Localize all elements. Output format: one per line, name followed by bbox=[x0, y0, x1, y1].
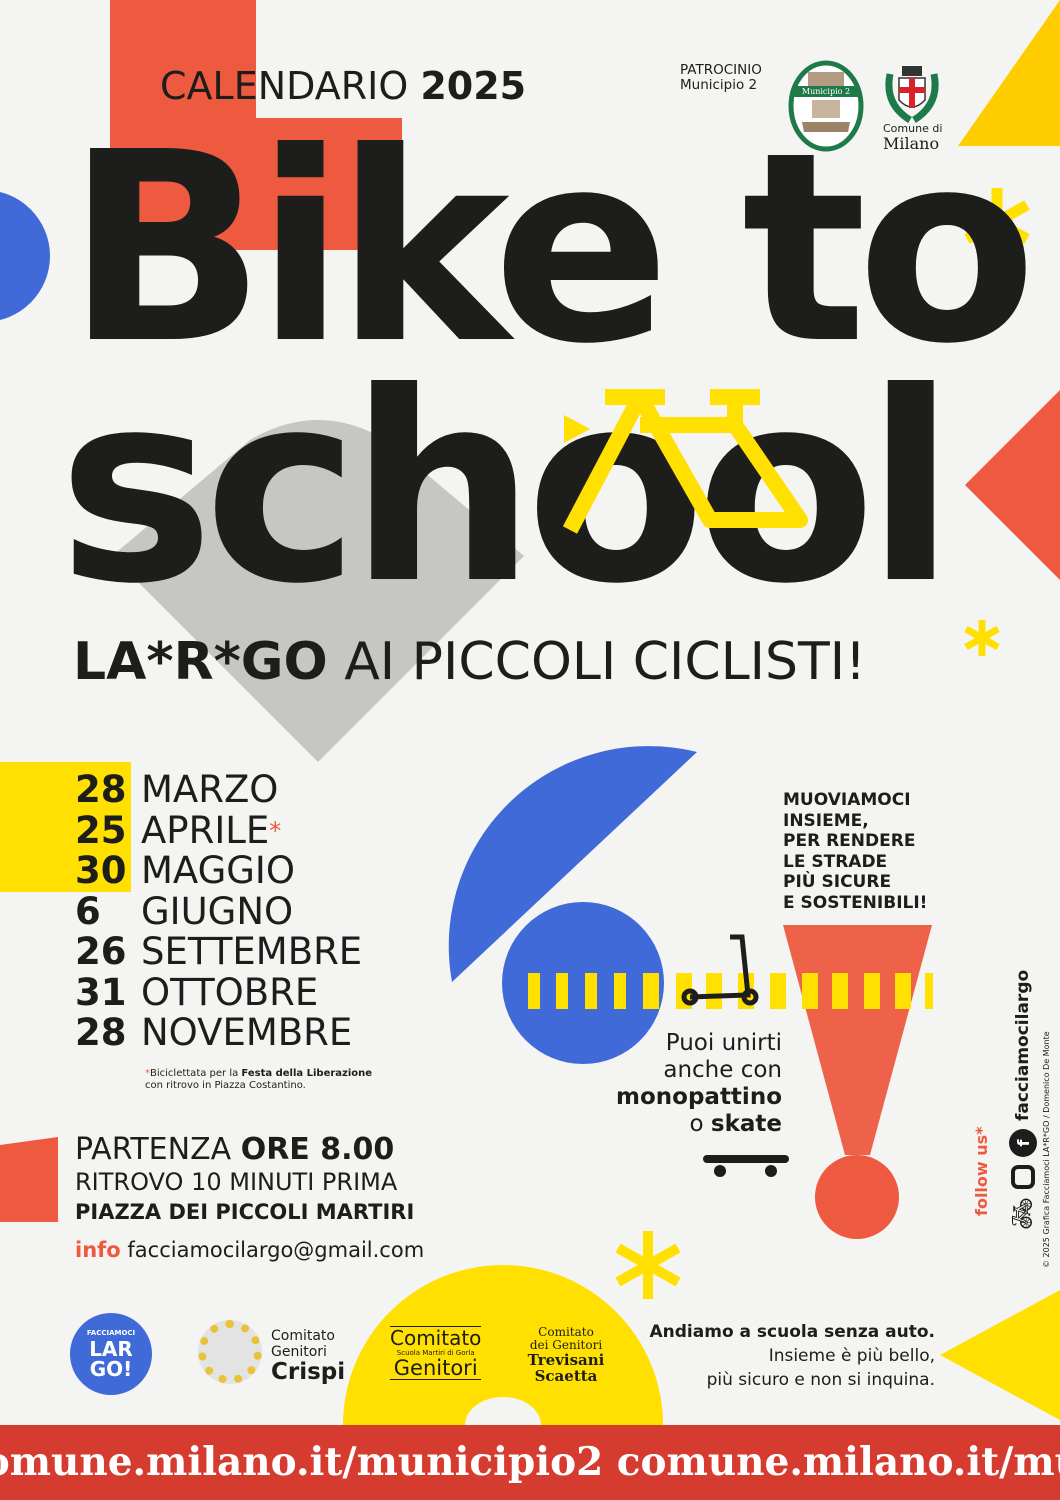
calendar-heading: CALENDARIO 2025 bbox=[160, 64, 527, 108]
date-row: 6 GIUGNO bbox=[75, 889, 294, 933]
exclamation-bar bbox=[783, 925, 932, 1155]
info-line: info facciamocilargo@gmail.com bbox=[75, 1238, 425, 1262]
title-line-1: Bike to bbox=[66, 96, 1037, 401]
date-row: 30 MAGGIO bbox=[75, 849, 295, 892]
comune-milano-text: Comune di Milano bbox=[883, 122, 943, 153]
crosswalk-over bbox=[802, 973, 911, 1009]
crispi-logo-text: Comitato Genitori Crispi bbox=[271, 1328, 346, 1385]
join-text: Puoi unirti anche con monopattino o skat… bbox=[616, 1030, 782, 1137]
exclamation-dot bbox=[815, 1155, 899, 1239]
bike-icon: 🚲︎ bbox=[1008, 1196, 1038, 1230]
red-block bbox=[110, 0, 402, 250]
asterisk-icon bbox=[964, 188, 1030, 256]
yellow-block-dates bbox=[0, 762, 131, 892]
trevisani-logo: Comitato dei Genitori Trevisani Scaetta bbox=[527, 1325, 605, 1385]
dates-list: 28 MARZO 25 APRILE * 30 MAGGIO 6 GIUGNO 26 SET… bbox=[75, 768, 363, 1054]
url-bar: comune.milano.it/municipio2 comune.milan… bbox=[0, 1425, 1060, 1500]
yellow-triangle-top bbox=[958, 0, 1060, 146]
date-row: 26 SETTEMBRE bbox=[75, 930, 363, 973]
facebook-icon[interactable]: f bbox=[1009, 1128, 1037, 1157]
comune-milano-crest bbox=[885, 66, 939, 123]
social-block: 🚲︎ f facciamocilargo bbox=[1008, 970, 1038, 1230]
scooter-icon bbox=[681, 934, 759, 1006]
instagram-icon[interactable] bbox=[1011, 1164, 1035, 1189]
credit: © 2025 Grafica Facciamoci LA*R*GO / Dome… bbox=[1042, 1031, 1051, 1268]
gorla-logo: Comitato Scuola Martiri di Gorla Genitor… bbox=[390, 1326, 482, 1380]
skateboard-icon bbox=[703, 1155, 789, 1177]
crispi-logo-mark bbox=[198, 1320, 262, 1384]
slogan: Andiamo a scuola senza auto. Insieme è p… bbox=[649, 1322, 936, 1390]
yellow-semicircle-bottom bbox=[343, 1265, 663, 1425]
red-shape-left bbox=[0, 1137, 58, 1222]
date-row: 31 OTTOBRE bbox=[75, 970, 319, 1014]
patronage-label: PATROCINIO Municipio 2 bbox=[680, 62, 762, 93]
departure-info: PARTENZA ORE 8.00 RITROVO 10 MINUTI PRIM… bbox=[75, 1132, 415, 1225]
red-triangle-right bbox=[965, 390, 1060, 580]
follow-us: follow us* bbox=[972, 1126, 991, 1216]
asterisk-icon bbox=[964, 620, 1000, 656]
asterisk-icon bbox=[615, 1231, 681, 1299]
date-row: 25 APRILE * bbox=[75, 808, 282, 852]
footnote: *Biciclettata per la Festa della Liberaz… bbox=[145, 1068, 373, 1091]
largo-logo: FACCIAMOCI LAR GO! bbox=[70, 1313, 152, 1395]
message-block: MUOVIAMOCI INSIEME, PER RENDERE LE STRADE PI… bbox=[783, 790, 928, 913]
email-link[interactable]: facciamocilargo@gmail.com bbox=[127, 1238, 425, 1262]
bicycle-icon bbox=[562, 389, 808, 534]
gray-diamond bbox=[112, 420, 524, 762]
blue-circle bbox=[502, 902, 664, 1064]
blue-sector bbox=[448, 746, 697, 982]
blue-half-circle-left bbox=[0, 191, 50, 321]
yellow-triangle-bottom bbox=[940, 1290, 1060, 1420]
date-row: 28 NOVEMBRE bbox=[75, 1011, 353, 1054]
title-line-2: school bbox=[58, 336, 956, 641]
subtitle: LA*R*GO AI PICCOLI CICLISTI! bbox=[73, 632, 866, 692]
url-text[interactable]: comune.milano.it/municipio2 comune.milan… bbox=[0, 1439, 1060, 1485]
municipio-2-logo: Municipio 2 bbox=[788, 60, 864, 152]
svg-text:Municipio 2: Municipio 2 bbox=[802, 87, 850, 96]
social-handle[interactable]: facciamocilargo bbox=[1013, 969, 1033, 1121]
date-row: 28 MARZO bbox=[75, 768, 279, 811]
